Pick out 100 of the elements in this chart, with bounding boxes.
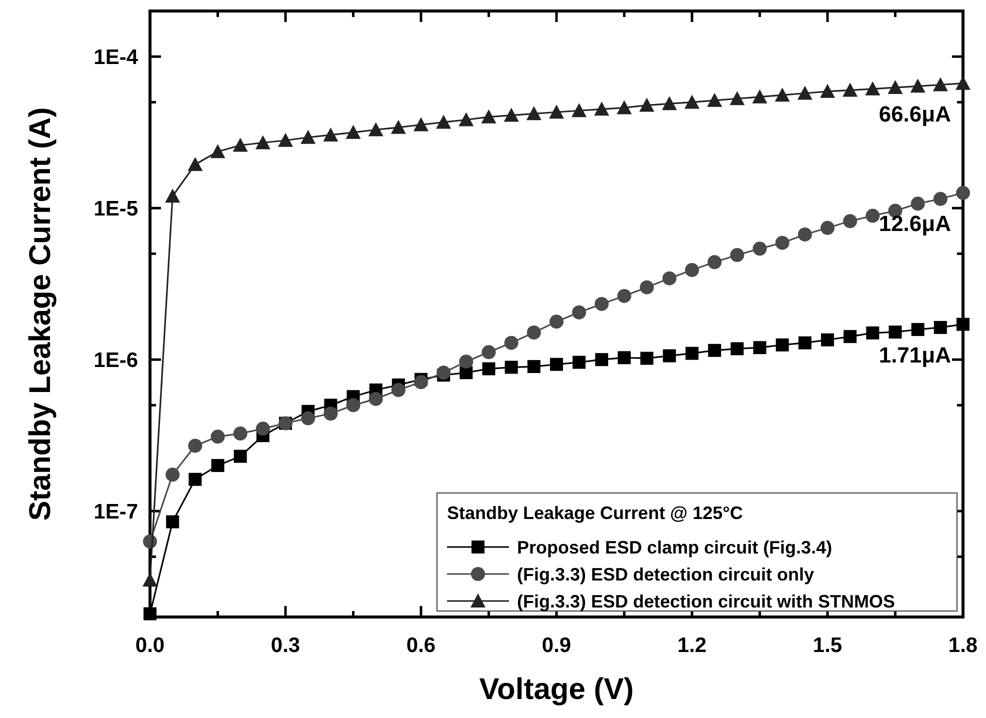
point <box>482 345 496 360</box>
point <box>144 607 156 620</box>
point <box>640 280 654 294</box>
point <box>820 220 834 235</box>
point <box>391 383 406 398</box>
point <box>934 320 947 334</box>
point <box>820 84 835 98</box>
point <box>301 411 316 426</box>
point <box>436 366 451 380</box>
x-tick-label: 0.0 <box>135 634 165 657</box>
x-tick-label: 0.3 <box>270 634 300 657</box>
point <box>956 186 970 200</box>
point <box>640 352 654 365</box>
point <box>775 236 790 250</box>
point <box>844 330 857 344</box>
point <box>753 341 766 354</box>
y-axis-title: Standby Leakage Current (A) <box>24 107 57 521</box>
point <box>504 336 518 350</box>
point <box>707 92 722 107</box>
point <box>188 157 203 172</box>
point <box>436 114 452 129</box>
point <box>730 248 744 262</box>
point <box>685 263 699 278</box>
point <box>324 406 338 421</box>
legend-title: Standby Leakage Current @ 125°C <box>447 503 743 523</box>
point <box>595 353 608 366</box>
point <box>234 450 247 463</box>
annotation: 1.71μA <box>878 342 952 368</box>
annotation: 66.6μA <box>878 101 952 126</box>
point <box>256 422 270 436</box>
point <box>166 468 180 482</box>
point <box>865 81 880 96</box>
point <box>662 96 677 110</box>
point <box>686 346 698 360</box>
point <box>414 375 428 390</box>
point <box>616 100 632 114</box>
x-axis-title: Voltage (V) <box>479 673 634 706</box>
x-tick-label: 1.8 <box>948 634 978 657</box>
point <box>662 271 676 286</box>
point <box>482 362 496 376</box>
point <box>526 106 542 120</box>
point <box>866 326 880 340</box>
y-tick-label: 1E-6 <box>94 348 138 372</box>
point <box>526 325 541 340</box>
point <box>572 356 586 369</box>
point <box>300 130 316 144</box>
point <box>188 438 202 453</box>
x-tick-label: 0.6 <box>406 634 436 657</box>
point <box>346 124 361 139</box>
point <box>774 88 790 102</box>
point <box>797 86 812 100</box>
point <box>708 255 722 270</box>
point <box>821 333 834 346</box>
point <box>866 208 880 223</box>
point <box>684 94 700 109</box>
y-tick-label: 1E-7 <box>94 500 138 524</box>
annotation: 12.6μA <box>878 210 952 236</box>
point <box>278 132 293 147</box>
point <box>594 296 609 311</box>
point <box>932 77 948 92</box>
point <box>662 349 676 362</box>
point <box>752 89 768 104</box>
point <box>458 112 474 126</box>
point <box>549 104 564 119</box>
point <box>956 318 970 331</box>
point <box>956 76 970 90</box>
point <box>550 314 564 329</box>
point <box>414 117 428 132</box>
x-tick-label: 1.5 <box>812 634 842 657</box>
point <box>752 242 767 256</box>
point <box>233 426 248 441</box>
point <box>210 144 226 158</box>
point <box>550 358 563 371</box>
point <box>211 459 224 472</box>
point <box>776 338 789 352</box>
legend-label: (Fig.3.3) ESD detection circuit with STNMOS <box>517 591 896 612</box>
point <box>888 326 902 339</box>
point <box>232 138 248 152</box>
point <box>572 305 586 320</box>
point <box>323 127 338 142</box>
point <box>730 91 745 106</box>
point <box>910 78 926 93</box>
point <box>368 392 383 406</box>
legend-label: (Fig.3.3) ESD detection circuit only <box>517 564 814 584</box>
point <box>618 351 631 364</box>
x-tick-label: 1.2 <box>677 634 707 657</box>
point <box>842 82 858 97</box>
point <box>798 227 812 242</box>
point <box>165 188 180 203</box>
point <box>843 214 858 228</box>
legend-label: Proposed ESD clamp circuit (Fig.3.4) <box>517 537 832 558</box>
point <box>255 135 270 150</box>
point <box>390 120 406 134</box>
y-tick-label: 1E-5 <box>94 197 138 220</box>
point <box>481 109 496 124</box>
point <box>504 360 518 374</box>
point <box>504 108 519 122</box>
point <box>527 360 540 374</box>
point <box>708 344 722 357</box>
point <box>910 196 925 211</box>
